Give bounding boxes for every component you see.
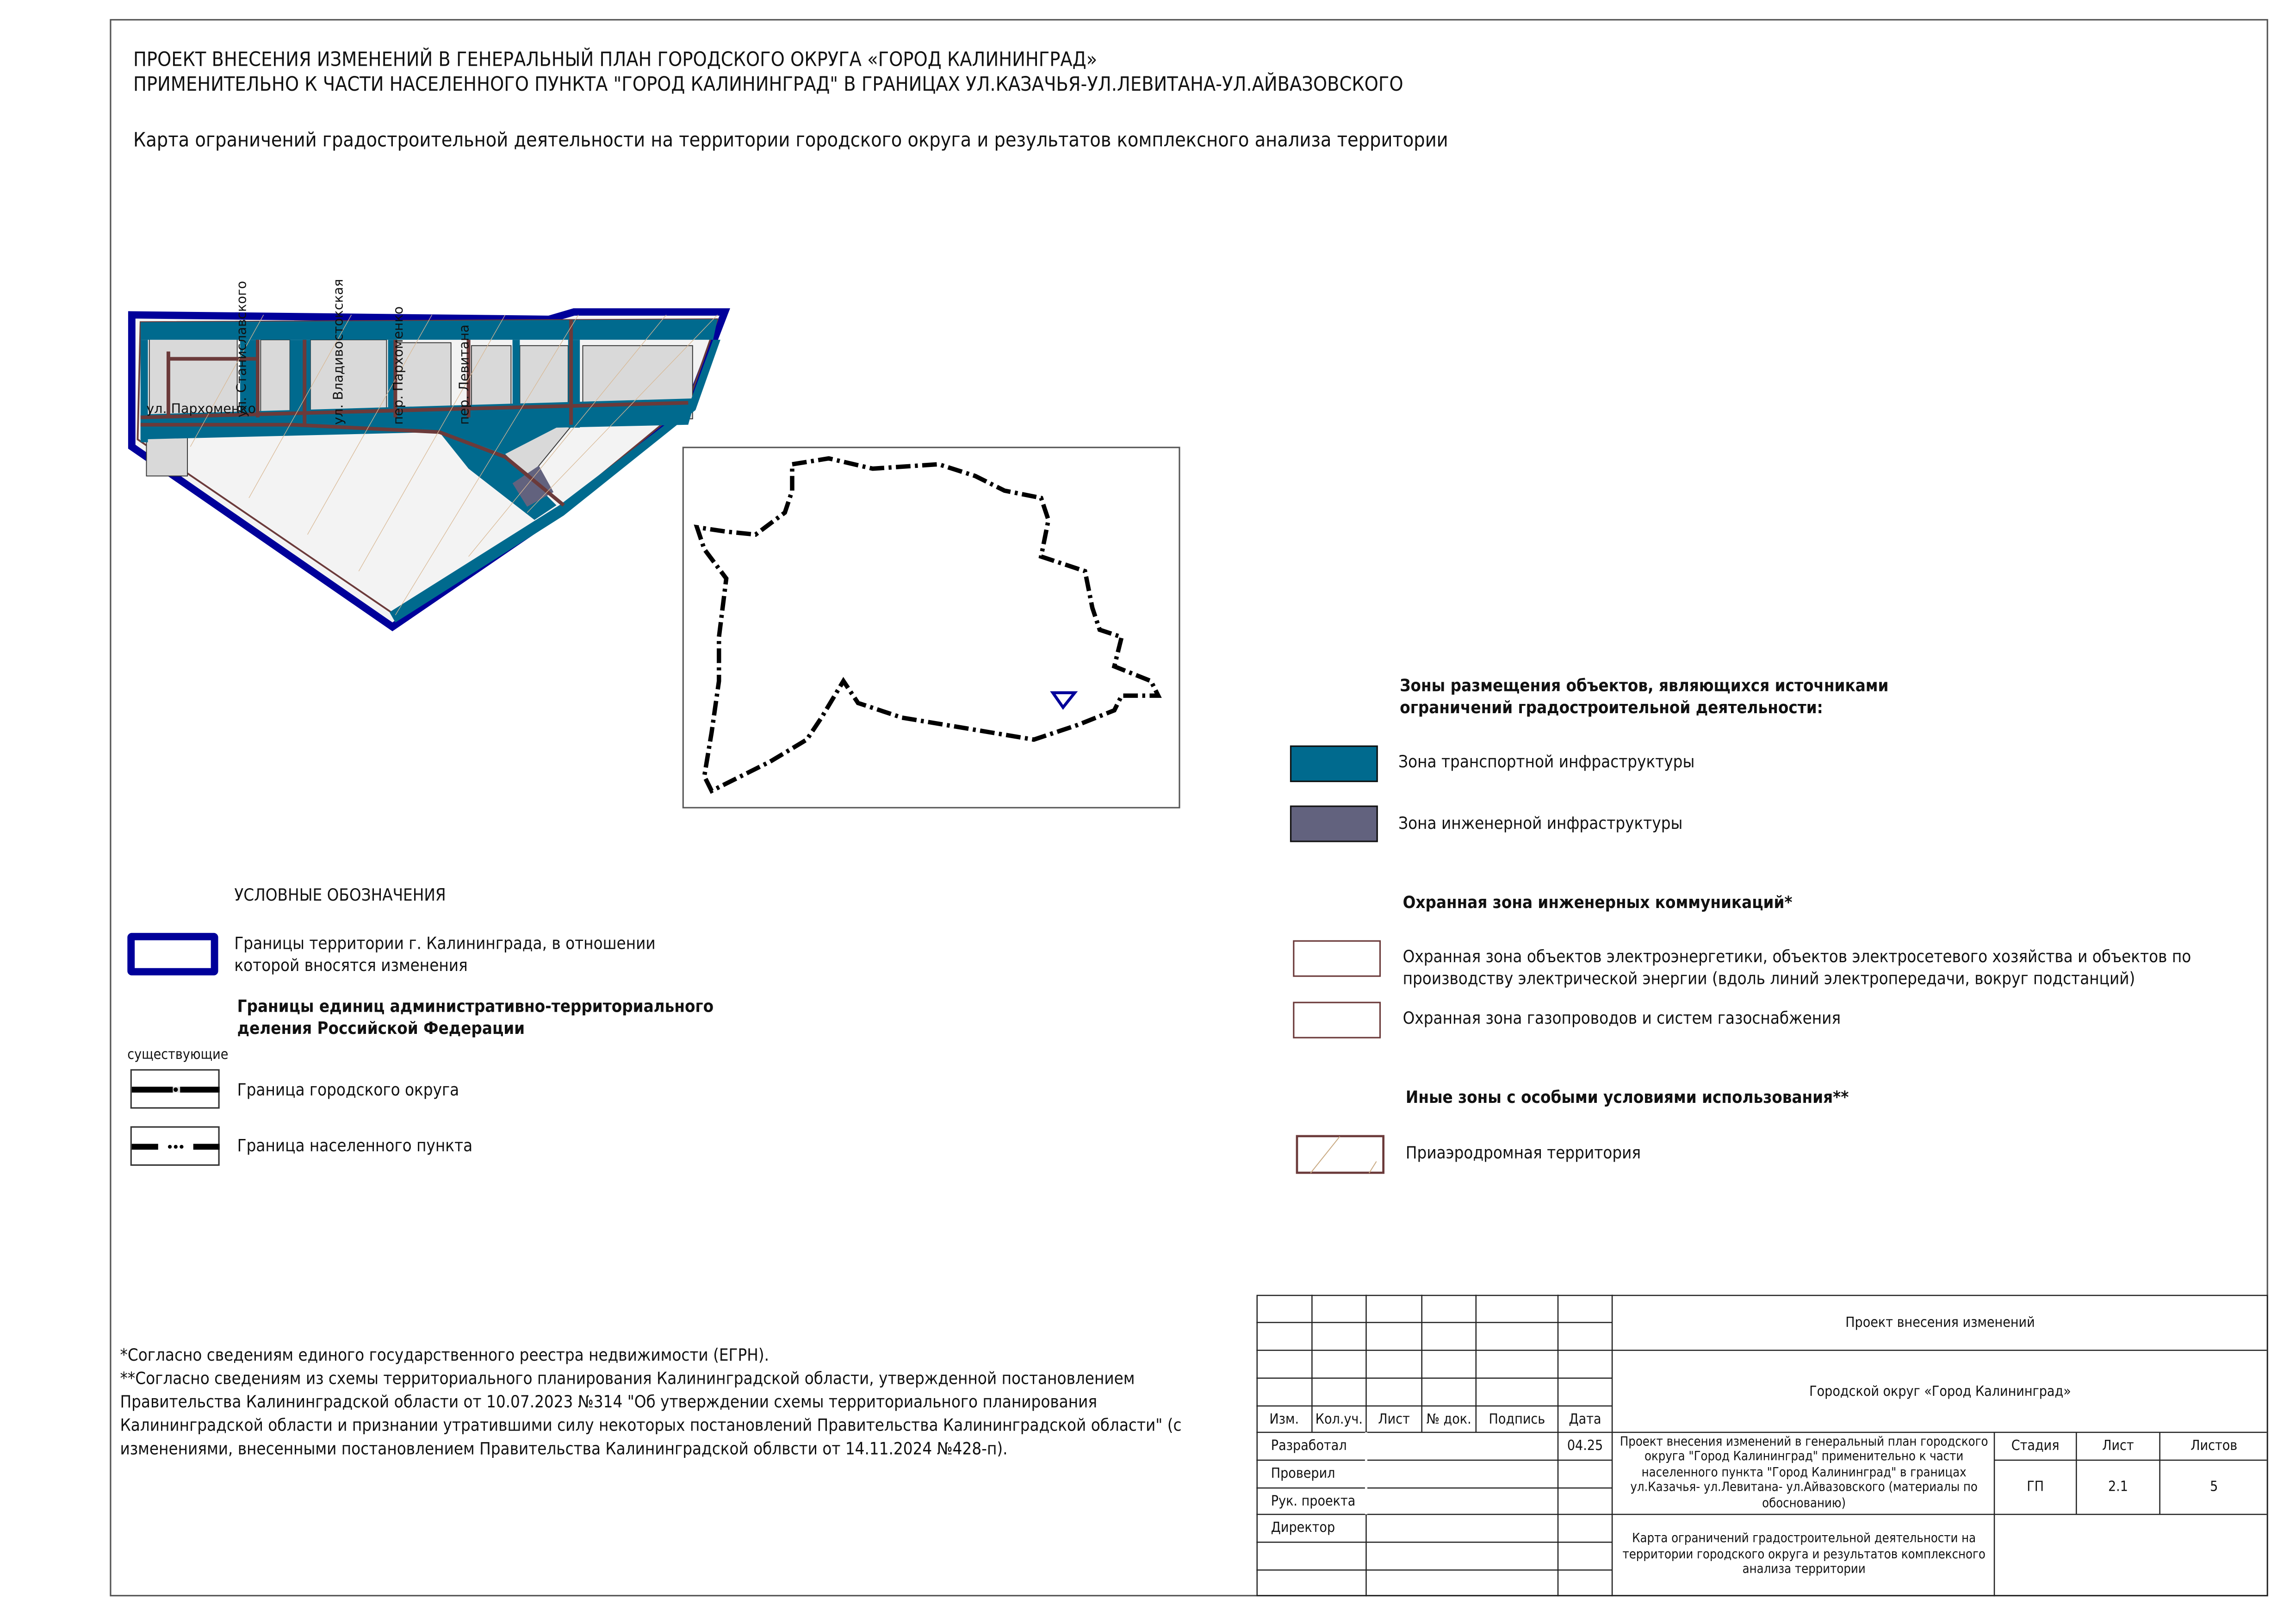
boundary-swatch [127,933,218,976]
project-name: Проект внесения изменений [1845,1314,2035,1331]
legend-city-district: Граница городского округа [237,1079,459,1100]
header-cell: Изм. [1269,1412,1299,1428]
header-cell: Лист [1378,1412,1410,1428]
legend-title: УСЛОВНЫЕ ОБОЗНАЧЕНИЯ [234,884,446,905]
engineering-swatch [1290,805,1378,842]
footnote: *Согласно сведениям единого государствен… [120,1344,769,1365]
legend-gas: Охранная зона газопроводов и систем газо… [1402,1008,1841,1028]
transport-swatch [1290,745,1378,782]
gas-swatch [1293,1002,1381,1039]
territory-marker [1050,691,1078,710]
sheets-label: Листов [2191,1438,2238,1455]
header-cell: Подпись [1489,1412,1545,1428]
header-cell: Дата [1569,1412,1601,1428]
role-director: Директор [1271,1520,1335,1537]
settlement-line-icon [130,1126,220,1166]
street-label: ул. Владивостокская [330,279,346,425]
power-swatch [1293,940,1381,977]
legend-protect-heading: Охранная зона инженерных коммуникаций* [1402,892,1793,913]
title-block-grid [1256,1294,2268,1597]
title-line-2: ПРИМЕНИТЕЛЬНО К ЧАСТИ НАСЕЛЕННОГО ПУНКТА… [133,73,1403,97]
street-label: пер. Пархоменко [391,306,406,425]
legend-settlement: Граница населенного пункта [237,1135,473,1156]
street-label: ул. Станиславского [234,281,249,417]
inset-map [682,447,1180,809]
protection-lines [140,319,689,507]
project-description: Проект внесения изменений в генеральный … [1620,1435,1988,1511]
legend-transport: Зона транспортной инфраструктуры [1398,751,1695,772]
sheet-frame [110,19,2268,1597]
page-title: ПРОЕКТ ВНЕСЕНИЯ ИЗМЕНЕНИЙ В ГЕНЕРАЛЬНЫЙ … [133,48,1403,98]
legend-boundary-label: Границы территории г. Калининграда, в от… [234,933,656,976]
stage-value: ГП [2027,1479,2044,1495]
legend-other-heading: Иные зоны с особыми условиями использова… [1405,1087,1849,1108]
city-boundary [694,456,1162,794]
sheets-value: 5 [2210,1479,2218,1495]
role-project-lead: Рук. проекта [1271,1493,1356,1510]
airfield-hatch [190,314,718,616]
date-value: 04.25 [1567,1438,1603,1455]
title-line-1: ПРОЕКТ ВНЕСЕНИЯ ИЗМЕНЕНИЙ В ГЕНЕРАЛЬНЫЙ … [133,48,1098,72]
header-cell: № док. [1426,1412,1471,1428]
sheet-value: 2.1 [2108,1479,2128,1495]
footnotes: *Согласно сведениям единого государствен… [120,1343,1204,1460]
legend-zones-heading: Зоны размещения объектов, являющихся ист… [1400,675,1889,718]
legend-power: Охранная зона объектов электроэнергетики… [1402,946,2191,989]
airfield-swatch [1296,1135,1385,1174]
page-subtitle: Карта ограничений градостроительной деят… [133,129,1448,153]
legend-admin-heading: Границы единиц административно-территори… [237,996,714,1039]
district-name: Городской округ «Город Калининград» [1809,1383,2071,1400]
street-label: ул. Пархоменко [146,401,256,416]
legend-engineering: Зона инженерной инфраструктуры [1398,813,1683,834]
role-checked: Проверил [1271,1466,1335,1482]
legend-airfield: Приаэродромная территория [1405,1142,1641,1163]
engineering-zone [512,466,554,507]
role-developed: Разработал [1271,1438,1347,1455]
city-blocks [146,336,693,499]
city-district-line-icon [130,1069,220,1109]
header-cell: Кол.уч. [1315,1412,1363,1428]
sheet-title: Карта ограничений градостроительной деят… [1622,1532,1986,1578]
sheet-label: Лист [2102,1438,2134,1455]
legend-existing: существующие [127,1047,229,1064]
stage-label: Стадия [2011,1438,2060,1455]
footnote: **Согласно сведениям из схемы территориа… [120,1368,1182,1459]
street-label: пер. Левитана [457,324,472,425]
